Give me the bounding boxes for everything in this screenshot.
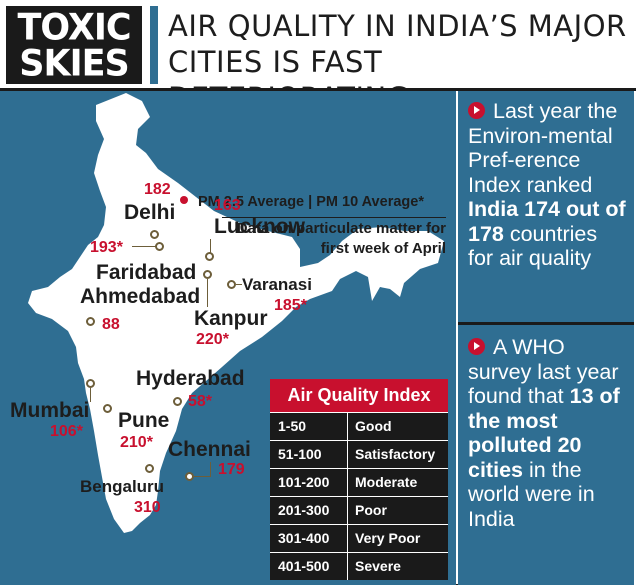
aqi-row: 51-100 Satisfactory [270,440,448,468]
city-label-delhi: Delhi [124,201,176,224]
aqi-range: 51-100 [270,441,348,468]
city-label-hyderabad: Hyderabad [136,367,245,390]
headline-wrap: AIR QUALITY IN INDIA’S MAJOR CITIES IS F… [150,6,630,115]
fact-text: Last year the Environ-mental Pref-erence… [468,99,618,197]
leader-line-faridabad [132,246,156,247]
city-label-chennai: Chennai [168,438,251,461]
aqi-category: Severe [355,558,401,574]
leader-line-lucknow [210,239,211,253]
fact-highlight: 13 of the most polluted 20 cities [468,384,620,482]
aqi-category: Satisfactory [355,446,436,462]
aqi-row: 401-500 Severe [270,552,448,580]
aqi-range: 201-300 [270,497,348,524]
leader-line-varanasi [236,284,242,285]
fact-text: countries for air quality [468,221,598,271]
aqi-table-title: Air Quality Index [270,379,448,412]
city-pin-kanpur [203,270,212,279]
india-map [28,93,444,533]
city-value-pune: 210* [120,434,153,451]
logo-line-1: TOXIC [17,7,131,49]
city-label-bengaluru: Bengaluru [80,477,165,496]
city-value-mumbai: 106* [50,423,83,440]
city-pin-hyderabad [173,397,182,406]
aqi-table: Air Quality Index 1-50 Good 51-100 Satis… [270,379,448,580]
aqi-category: Moderate [355,474,418,490]
city-value-bengaluru: 310 [134,499,161,516]
legend-dot-icon [180,196,188,205]
city-pin-lucknow [205,252,214,261]
logo: TOXIC SKIES [6,6,142,85]
aqi-range: 401-500 [270,553,348,580]
aqi-category: Poor [355,502,387,518]
aqi-range: 301-400 [270,525,348,552]
city-value-hyderabad: 58* [188,393,213,410]
logo-line-2: SKIES [19,43,129,85]
leader-line-kanpur [207,279,208,307]
arrow-bullet-icon [468,338,485,355]
city-label-pune: Pune [118,409,170,432]
city-pin-mumbai [86,379,95,388]
header-divider [0,88,636,91]
city-value-lucknow: 163 [214,197,241,214]
aqi-range: 101-200 [270,469,348,496]
city-pin-chennai [185,472,194,481]
leader-line-chennai [210,462,211,476]
city-label-lucknow: Lucknow [214,215,306,238]
header: TOXIC SKIES AIR QUALITY IN INDIA’S MAJOR… [0,0,636,115]
city-label-ahmedabad: Ahmedabad [80,285,201,308]
facts-divider [458,322,634,325]
city-label-mumbai: Mumbai [10,399,90,422]
fact-block-epi: Last year the Environ-mental Pref-erence… [468,99,628,271]
city-value-delhi: 182 [144,181,171,198]
fact-text: in the world were in India [468,457,595,531]
aqi-row: 201-300 Poor [270,496,448,524]
city-value-kanpur: 220* [196,331,229,348]
aqi-range: 1-50 [270,413,348,440]
aqi-row: 1-50 Good [270,412,448,440]
city-value-faridabad: 193* [90,239,123,256]
fact-highlight: India 174 out of 178 [468,197,626,246]
city-pin-pune [103,404,112,413]
fact-block-who: A WHO survey last year found that 13 of … [468,335,628,531]
city-pin-ahmedabad [86,317,95,326]
city-value-ahmedabad: 88 [102,316,120,333]
city-pin-delhi [150,230,159,239]
arrow-bullet-icon [468,102,485,119]
city-label-varanasi: Varanasi [242,275,312,294]
aqi-row: 101-200 Moderate [270,468,448,496]
aqi-category: Very Poor [355,530,421,546]
aqi-row: 301-400 Very Poor [270,524,448,552]
city-label-kanpur: Kanpur [194,307,268,330]
leader-line-mumbai [90,388,91,402]
leader-line-chennai-h [194,476,211,477]
legend-divider [222,217,446,218]
city-pin-faridabad [155,242,164,251]
city-value-varanasi: 185* [274,297,307,314]
legend-description: Data on particulate matter for first wee… [236,220,446,257]
city-value-chennai: 179 [218,461,245,478]
city-label-faridabad: Faridabad [96,261,197,284]
city-pin-bengaluru [145,464,154,473]
legend-key-text: PM 2.5 Average | PM 10 Average* [198,194,424,210]
india-outline [28,93,444,533]
city-pin-varanasi [227,280,236,289]
headline-accent-bar [150,6,158,84]
aqi-category: Good [355,418,392,434]
facts-panel: Last year the Environ-mental Pref-erence… [458,91,634,585]
fact-text: A WHO survey last year found that [468,335,619,408]
legend-key: PM 2.5 Average | PM 10 Average* [180,194,424,210]
